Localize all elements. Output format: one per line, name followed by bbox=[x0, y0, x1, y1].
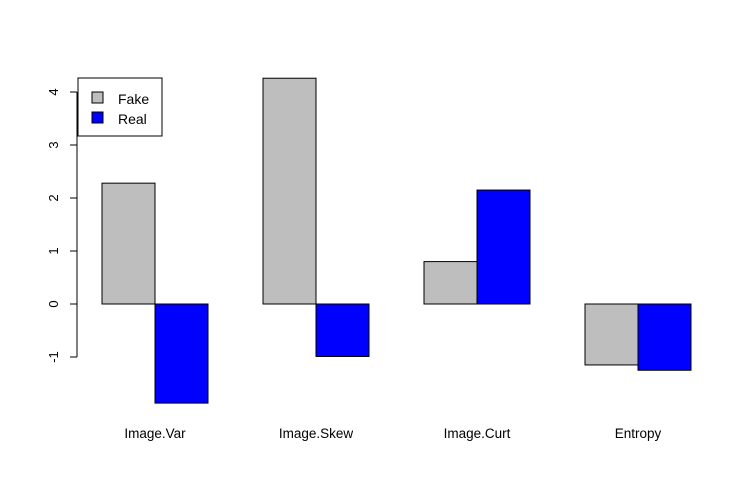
y-axis: -1 0 1 2 3 4 bbox=[46, 88, 78, 363]
y-tick-label: 3 bbox=[46, 141, 61, 148]
bar-real-image-skew bbox=[315, 303, 370, 357]
bar-fake-entropy bbox=[584, 303, 639, 366]
bars-group bbox=[101, 77, 692, 404]
bar-real-entropy bbox=[637, 303, 692, 371]
bar-fake-image-skew bbox=[262, 77, 317, 305]
category-labels: Image.Var Image.Skew Image.Curt Entropy bbox=[124, 426, 661, 441]
category-label: Entropy bbox=[615, 426, 662, 441]
legend-label-real: Real bbox=[118, 111, 147, 127]
bar-real-image-curt bbox=[476, 189, 531, 305]
legend-label-fake: Fake bbox=[118, 91, 149, 107]
bar-real-image-var bbox=[154, 303, 209, 404]
y-tick-label: 2 bbox=[46, 194, 61, 201]
legend-swatch-fake bbox=[91, 91, 104, 104]
legend-swatch-real bbox=[91, 111, 104, 124]
y-tick-label: 4 bbox=[46, 88, 61, 95]
legend: Fake Real bbox=[77, 77, 163, 137]
legend-box bbox=[77, 77, 163, 137]
bar-fake-image-var bbox=[101, 182, 156, 305]
y-tick-label: 1 bbox=[46, 247, 61, 254]
bar-fake-image-curt bbox=[423, 261, 478, 305]
category-label: Image.Skew bbox=[279, 426, 354, 441]
y-tick-label: -1 bbox=[46, 351, 61, 363]
category-label: Image.Var bbox=[124, 426, 186, 441]
category-label: Image.Curt bbox=[444, 426, 511, 441]
y-tick-label: 0 bbox=[46, 300, 61, 307]
